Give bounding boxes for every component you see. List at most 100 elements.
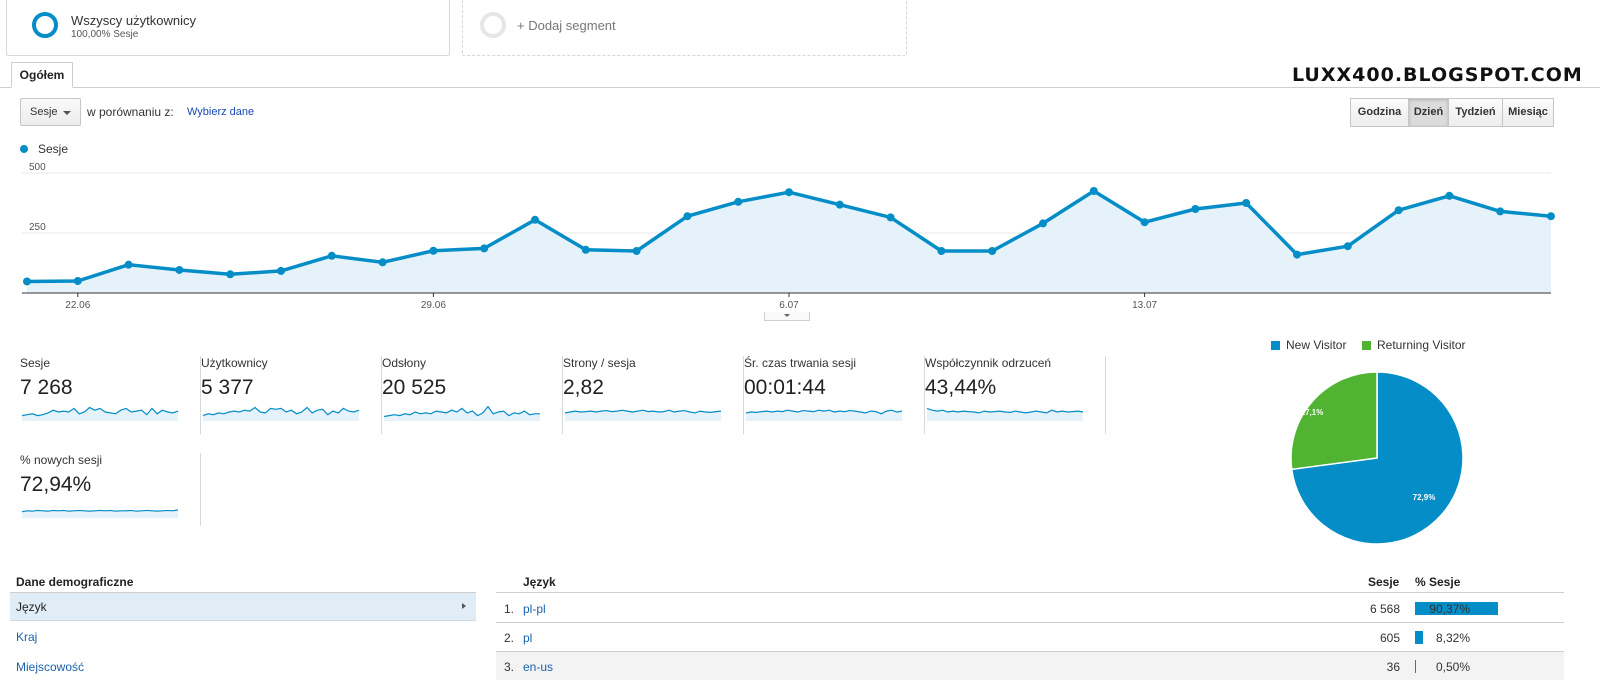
sparkline-line [202, 406, 360, 417]
data-point[interactable] [1496, 207, 1505, 216]
metric-label: Śr. czas trwania sesji [744, 356, 857, 370]
empty-ring-icon [480, 12, 506, 38]
row-number: 3. [504, 660, 515, 674]
pie-legend-returning-label: Returning Visitor [1377, 338, 1466, 352]
pie-legend-new[interactable]: New Visitor [1271, 338, 1346, 352]
metric-tile[interactable]: Odsłony 20 525 [382, 356, 563, 434]
metric-sparkline [564, 409, 722, 421]
data-point[interactable] [581, 245, 590, 254]
watermark: LUXX400.BLOGSPOT.COM [1292, 64, 1583, 86]
data-point[interactable] [1039, 219, 1047, 228]
data-point[interactable] [226, 270, 235, 279]
row-share-bar [1415, 602, 1498, 615]
chart-expand-handle[interactable] [764, 312, 810, 321]
data-point[interactable] [1343, 242, 1352, 251]
metric-value: 20 525 [382, 376, 447, 399]
sparkline-area [203, 407, 359, 421]
row-language-link[interactable]: pl-pl [523, 602, 546, 616]
data-point[interactable] [124, 260, 133, 269]
legend-swatch-icon [1271, 341, 1280, 350]
data-point[interactable] [937, 247, 946, 255]
metric-tile[interactable]: Współczynnik odrzuceń 43,44% [925, 356, 1106, 434]
segment-all-users[interactable]: Wszyscy użytkownicy 100,00% Sesje [6, 0, 450, 56]
chevron-right-icon [462, 603, 466, 609]
granularity-hour-button[interactable]: Godzina [1350, 98, 1409, 127]
series-legend-dot-icon [20, 145, 28, 153]
data-point[interactable] [327, 251, 336, 260]
data-point[interactable] [531, 215, 539, 224]
sparkline-area [22, 509, 178, 518]
demographics-item-language[interactable]: Język [10, 593, 476, 621]
row-pct: 90,37% [1429, 602, 1470, 616]
data-point[interactable] [480, 244, 489, 253]
x-tick-label: 6.07 [779, 300, 799, 311]
tab-overview[interactable]: Ogółem [11, 62, 73, 88]
metric-sparkline [926, 407, 1084, 421]
segment-ring-icon [32, 12, 58, 38]
data-point[interactable] [632, 247, 641, 255]
data-point[interactable] [1140, 218, 1149, 227]
sparkline-line [564, 409, 722, 414]
data-point[interactable] [1394, 206, 1403, 215]
compare-metric-link[interactable]: Wybierz dane [187, 106, 255, 118]
granularity-week-button[interactable]: Tydzień [1448, 98, 1503, 127]
metric-tile[interactable]: Sesje 7 268 [20, 356, 201, 434]
metric-tile[interactable]: Śr. czas trwania sesji 00:01:44 [744, 356, 925, 434]
data-point[interactable] [1445, 191, 1454, 200]
granularity-toggle: Godzina Dzień Tydzień Miesiąc [1350, 98, 1554, 127]
demographics-item-country[interactable]: Kraj [16, 630, 38, 644]
data-point[interactable] [734, 197, 743, 206]
metric-tile[interactable]: % nowych sesji 72,94% [20, 453, 201, 526]
data-point[interactable] [683, 212, 692, 221]
metric-select[interactable]: Sesje [20, 98, 81, 126]
data-point[interactable] [1191, 205, 1200, 213]
visitor-type-pie-chart[interactable]: 72,9% 27,1% [1288, 369, 1466, 547]
data-point[interactable] [835, 200, 844, 209]
demographics-divider [10, 592, 476, 593]
sessions-line-chart[interactable]: 250 500 22.06 29.06 6.07 13.07 [0, 160, 1600, 312]
metric-label: Użytkownicy [201, 356, 268, 370]
row-sessions: 36 [1386, 660, 1400, 674]
table-header-language[interactable]: Język [523, 575, 556, 589]
metric-tile[interactable]: Strony / sesja 2,82 [563, 356, 744, 434]
data-point[interactable] [277, 266, 285, 275]
row-pct: 0,50% [1435, 660, 1470, 674]
data-point[interactable] [1242, 199, 1251, 207]
data-point[interactable] [988, 247, 997, 255]
data-point[interactable] [1547, 212, 1555, 221]
pie-legend-returning[interactable]: Returning Visitor [1362, 338, 1466, 352]
data-point[interactable] [886, 213, 895, 222]
x-tick-label: 22.06 [65, 300, 90, 311]
metric-sparkline [21, 406, 179, 421]
data-point[interactable] [785, 188, 793, 197]
data-point[interactable] [175, 265, 184, 274]
data-point[interactable] [73, 277, 82, 285]
metric-tile[interactable]: Użytkownicy 5 377 [201, 356, 382, 434]
row-language-link[interactable]: en-us [523, 660, 554, 674]
data-point[interactable] [429, 246, 438, 255]
data-point[interactable] [23, 277, 31, 286]
data-point[interactable] [378, 258, 387, 267]
table-header-sessions[interactable]: Sesje [1368, 575, 1400, 589]
metric-sparkline [745, 409, 903, 421]
metric-select-value: Sesje [30, 106, 58, 118]
sparkline-area [565, 410, 721, 421]
row-number: 2. [504, 631, 515, 645]
granularity-day-button[interactable]: Dzień [1408, 98, 1449, 127]
add-segment-button[interactable]: + Dodaj segment [462, 0, 907, 56]
metric-label: Odsłony [382, 356, 427, 370]
row-number: 1. [504, 602, 515, 616]
row-share-bar [1415, 660, 1416, 673]
table-header-pct-sessions[interactable]: % Sesje [1415, 575, 1461, 589]
series-legend-label: Sesje [38, 142, 69, 156]
data-point[interactable] [1293, 250, 1301, 259]
row-language-link[interactable]: pl [523, 631, 533, 645]
metric-value: 2,82 [563, 376, 604, 399]
legend-swatch-icon [1362, 341, 1371, 350]
granularity-month-button[interactable]: Miesiąc [1502, 98, 1554, 127]
sparkline-area [384, 406, 540, 421]
demographics-item-city[interactable]: Miejscowość [16, 660, 85, 674]
pie-slice[interactable] [1290, 371, 1378, 471]
data-point[interactable] [1089, 187, 1098, 195]
metric-value: 72,94% [20, 473, 92, 496]
